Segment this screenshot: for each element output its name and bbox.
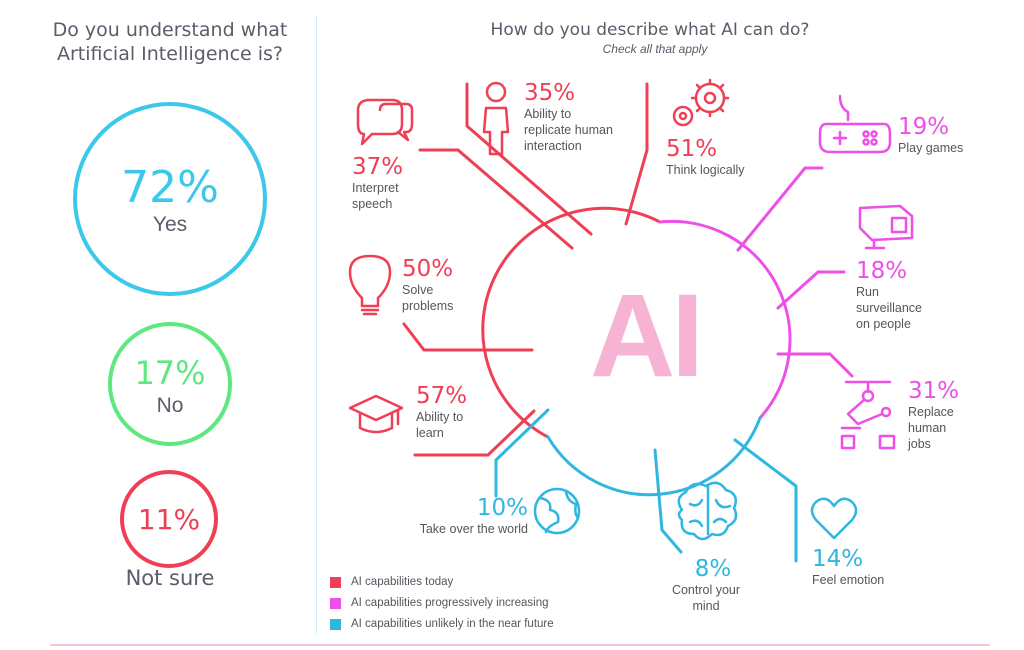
not-sure-label: Not sure bbox=[125, 566, 215, 590]
jobs-desc-2: human bbox=[908, 421, 947, 435]
right-question: How do you describe what AI can do? bbox=[490, 20, 810, 40]
world-percent: 10% bbox=[476, 495, 528, 521]
gears-icon bbox=[672, 78, 730, 127]
center-circle-blue-arc bbox=[546, 416, 762, 497]
jobs-desc-1: Replace bbox=[908, 405, 954, 419]
center-circle-pink-arc bbox=[658, 219, 792, 420]
interpret-speech-percent: 37% bbox=[352, 154, 404, 180]
think-desc: Think logically bbox=[666, 163, 745, 177]
graduation-cap-icon bbox=[348, 394, 404, 434]
learn-percent: 57% bbox=[416, 383, 468, 409]
world-desc: Take over the world bbox=[419, 522, 528, 536]
games-desc: Play games bbox=[898, 141, 964, 155]
not-sure-bubble: 11% bbox=[120, 470, 218, 568]
center-ai-label: AI bbox=[590, 270, 704, 402]
right-subtitle: Check all that apply bbox=[602, 42, 708, 56]
mind-desc-1: Control your bbox=[671, 583, 741, 597]
emotion-percent: 14% bbox=[812, 546, 864, 572]
mind-percent: 8% bbox=[694, 556, 732, 582]
item-jobs: 31% Replace human jobs bbox=[908, 378, 959, 452]
interpret-speech-desc-1: Interpret bbox=[352, 181, 399, 195]
item-world: 10% Take over the world bbox=[404, 495, 528, 537]
security-camera-icon bbox=[858, 204, 914, 250]
item-solve: 50% Solve problems bbox=[402, 256, 453, 314]
center-circle-red-arc bbox=[481, 206, 662, 439]
connector-jobs bbox=[776, 352, 854, 378]
connector-solve bbox=[402, 322, 534, 352]
connector-think bbox=[624, 82, 649, 226]
connector-learn bbox=[413, 409, 536, 457]
learn-desc-2: learn bbox=[416, 426, 444, 440]
item-emotion: 14% Feel emotion bbox=[812, 546, 884, 588]
item-mind: 8% Control your mind bbox=[656, 556, 756, 614]
legend-item-increasing: AI capabilities progressively increasing bbox=[330, 597, 549, 609]
legend-swatch-blue bbox=[330, 618, 341, 630]
think-percent: 51% bbox=[666, 136, 718, 162]
item-surveillance: 18% Run surveillance on people bbox=[856, 258, 922, 332]
solve-desc-1: Solve bbox=[402, 283, 434, 297]
mind-desc-2: mind bbox=[692, 599, 720, 613]
globe-icon bbox=[533, 487, 581, 535]
legend-label-increasing: AI capabilities progressively increasing bbox=[351, 597, 549, 609]
learn-desc-1: Ability to bbox=[416, 410, 464, 424]
left-question-line-2: Artificial Intelligence is? bbox=[56, 43, 284, 65]
speech-bubbles-icon bbox=[356, 98, 414, 146]
left-question: Do you understand what Artificial Intell… bbox=[20, 18, 320, 66]
yes-label: Yes bbox=[152, 212, 188, 236]
solve-desc-2: problems bbox=[402, 299, 454, 313]
emotion-desc: Feel emotion bbox=[812, 573, 885, 587]
surveillance-desc-1: Run bbox=[856, 285, 879, 299]
jobs-desc-3: jobs bbox=[908, 437, 931, 451]
connector-mind bbox=[653, 448, 683, 554]
item-interpret-speech: 37% Interpret speech bbox=[352, 154, 403, 212]
item-games: 19% Play games bbox=[898, 114, 963, 156]
gamepad-icon bbox=[818, 94, 892, 154]
surveillance-percent: 18% bbox=[856, 258, 908, 284]
replicate-percent: 35% bbox=[524, 80, 576, 106]
heart-icon bbox=[810, 497, 858, 540]
connector-games bbox=[736, 166, 824, 252]
connector-surveillance bbox=[776, 270, 846, 310]
connector-interpret-speech bbox=[418, 148, 574, 250]
surveillance-desc-2: surveillance bbox=[856, 301, 923, 315]
replicate-desc-2: replicate human bbox=[524, 123, 613, 137]
jobs-percent: 31% bbox=[908, 378, 960, 404]
connector-emotion bbox=[733, 438, 798, 563]
brain-icon bbox=[677, 481, 738, 541]
left-question-line-1: Do you understand what bbox=[52, 19, 288, 41]
no-label: No bbox=[156, 394, 184, 417]
games-percent: 19% bbox=[898, 114, 950, 140]
panel-divider bbox=[316, 15, 317, 635]
surveillance-desc-3: on people bbox=[856, 317, 911, 331]
no-bubble: 17% No bbox=[108, 322, 232, 446]
legend-label-today: AI capabilities today bbox=[351, 576, 454, 588]
person-icon bbox=[482, 81, 510, 156]
not-sure-percent: 11% bbox=[137, 502, 201, 536]
legend-swatch-red bbox=[330, 576, 341, 588]
no-percent: 17% bbox=[134, 354, 206, 392]
yes-bubble: 72% Yes bbox=[73, 102, 267, 296]
legend-item-today: AI capabilities today bbox=[330, 576, 453, 588]
solve-percent: 50% bbox=[402, 256, 454, 282]
interpret-speech-desc-2: speech bbox=[352, 197, 393, 211]
connector-replicate bbox=[465, 82, 593, 236]
item-replicate: 35% Ability to replicate human interacti… bbox=[524, 80, 613, 154]
item-think: 51% Think logically bbox=[666, 136, 745, 178]
legend-label-unlikely: AI capabilities unlikely in the near fut… bbox=[351, 618, 554, 630]
legend-swatch-pink bbox=[330, 597, 341, 609]
robot-arm-icon bbox=[840, 380, 896, 450]
bottom-rule bbox=[50, 644, 990, 646]
yes-percent: 72% bbox=[121, 161, 219, 213]
item-learn: 57% Ability to learn bbox=[416, 383, 467, 441]
lightbulb-icon bbox=[348, 254, 392, 316]
replicate-desc-3: interaction bbox=[524, 139, 582, 153]
connector-world bbox=[494, 408, 550, 498]
legend-item-unlikely: AI capabilities unlikely in the near fut… bbox=[330, 618, 554, 630]
replicate-desc-1: Ability to bbox=[524, 107, 572, 121]
